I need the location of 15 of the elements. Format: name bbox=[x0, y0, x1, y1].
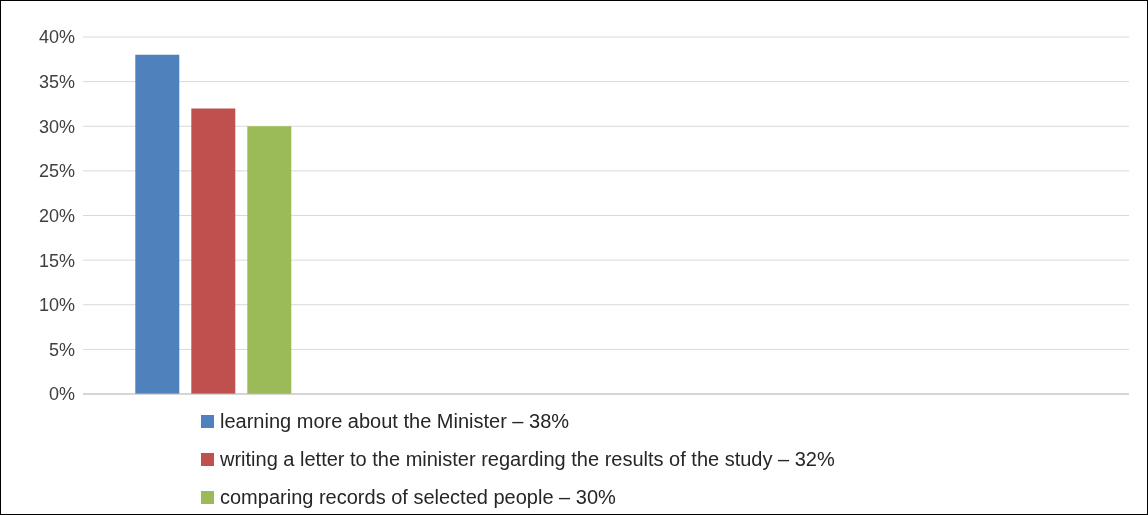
y-tick-label: 25% bbox=[38, 161, 75, 182]
bar bbox=[247, 126, 292, 394]
legend-label: writing a letter to the minister regarding the results of the study – 32% bbox=[220, 447, 835, 471]
y-tick-label: 40% bbox=[38, 27, 75, 48]
bar bbox=[191, 108, 236, 394]
y-tick-label: 20% bbox=[38, 205, 75, 226]
y-tick-label: 35% bbox=[38, 72, 75, 93]
y-tick-label: 30% bbox=[38, 116, 75, 137]
legend-label: comparing records of selected people – 30% bbox=[220, 485, 616, 509]
bar bbox=[135, 54, 180, 394]
y-tick-label: 5% bbox=[48, 339, 75, 360]
legend-label: learning more about the Minister – 38% bbox=[220, 409, 570, 433]
y-tick-label: 15% bbox=[38, 250, 75, 271]
y-tick-label: 0% bbox=[48, 384, 75, 405]
y-tick-label: 10% bbox=[38, 295, 75, 316]
